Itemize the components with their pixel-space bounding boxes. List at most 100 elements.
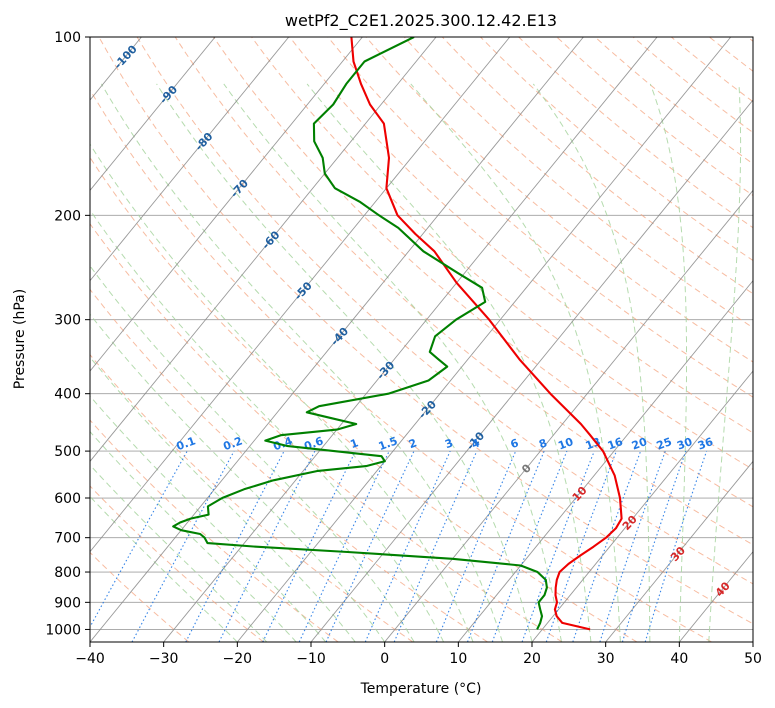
isotherm-line (90, 37, 511, 553)
x-tick-label: −20 (223, 651, 253, 667)
mixing-ratio-label: 30 (675, 435, 694, 453)
moist-adiabat (90, 430, 297, 642)
mixing-ratio-label: 13 (584, 435, 603, 452)
mixing-ratio-label: 16 (606, 435, 625, 453)
dry-adiabat (212, 37, 753, 508)
plot-frame (89, 36, 754, 643)
mixing-ratio-line (621, 450, 687, 642)
isotherm-label: 20 (620, 513, 640, 533)
isotherm-line (0, 37, 68, 642)
isotherm-line (457, 279, 753, 642)
isotherm-line (90, 37, 363, 372)
dry-adiabat (90, 88, 712, 642)
dry-adiabat (709, 37, 753, 72)
x-tick-label: 50 (744, 651, 762, 667)
isotherm-line (90, 37, 290, 282)
y-tick-label: 300 (54, 313, 81, 329)
isotherm-label: -100 (112, 42, 141, 71)
isotherm-line (531, 370, 753, 642)
dry-adiabat (556, 37, 753, 197)
mixing-ratio-line (435, 450, 517, 642)
isotherm-label: 30 (668, 544, 688, 564)
mixing-ratio-label: 0.1 (175, 434, 198, 453)
y-tick-label: 400 (54, 387, 81, 403)
x-tick-label: −30 (149, 651, 179, 667)
isotherm-line (384, 189, 753, 642)
mixing-ratio-labels: 0.1 0.2 0.4 0.6 1 1.5 2 3 4 6 8 10 13 16 20 25 30 36 (175, 434, 715, 453)
isotherm-label: -20 (416, 398, 439, 422)
isotherm-label: -70 (228, 177, 251, 201)
mixing-ratio-line (131, 450, 235, 642)
mixing-ratio-line (521, 450, 595, 642)
dry-adiabat (518, 37, 753, 229)
mixing-ratio-line (325, 450, 415, 642)
mixing-ratio-line (572, 450, 642, 642)
mixing-ratio-line (364, 450, 451, 642)
moist-adiabat (90, 464, 268, 642)
temperature-line (350, 37, 623, 631)
dry-adiabat (90, 485, 264, 642)
moist-adiabat (306, 83, 592, 642)
isotherm-label: -90 (157, 83, 180, 107)
x-tick-label: −10 (296, 651, 326, 667)
dry-adiabat (174, 37, 753, 546)
mixing-ratio-label: 20 (630, 435, 649, 453)
isotherm-label: 10 (570, 484, 590, 504)
profile-lines (172, 37, 623, 631)
moist-adiabat (532, 83, 651, 642)
moist-adiabat (156, 83, 533, 642)
mixing-ratio-label: 0.2 (221, 434, 244, 453)
x-tick-label: 20 (523, 651, 541, 667)
isotherm-line (310, 99, 753, 642)
dry-adiabat (365, 37, 753, 363)
y-tick-label: 1000 (45, 622, 81, 638)
isotherm-label: 40 (713, 579, 733, 599)
mixing-ratio-label: 2 (407, 436, 419, 451)
x-tick-label: 10 (449, 651, 467, 667)
isotherm-line (678, 550, 753, 642)
mixing-ratio-line (599, 450, 666, 642)
y-tick-label: 600 (54, 491, 81, 507)
isotherm-label: -60 (259, 228, 282, 252)
y-tick-label: 800 (54, 565, 81, 581)
dry-adiabat (90, 156, 638, 642)
mixing-ratio-line (545, 450, 617, 642)
isotherm-line (90, 37, 437, 463)
moist-adiabat (90, 495, 238, 642)
isotherm-label: -80 (193, 130, 216, 154)
mixing-ratio-label: 1.5 (377, 434, 400, 453)
dry-adiabat (90, 551, 190, 642)
dry-adiabat (747, 37, 753, 42)
mixing-ratio-label: 10 (556, 435, 575, 453)
y-axis-label: Pressure (hPa) (12, 289, 28, 389)
dry-adiabat (327, 37, 753, 398)
x-tick-label: −40 (75, 651, 105, 667)
y-tick-label: 900 (54, 595, 81, 611)
x-axis-ticks: −40 −30 −20 −10 0 10 20 30 40 50 (75, 642, 762, 667)
mixing-ratio-label: 1 (348, 436, 360, 451)
mixing-ratio-line (90, 450, 188, 629)
y-axis-ticks: 100 200 300 400 500 600 700 800 900 1000 (45, 30, 90, 638)
isotherm-line (236, 37, 732, 642)
mixing-ratio-label: 3 (443, 436, 455, 451)
mixing-ratio-label: 36 (696, 435, 715, 453)
x-tick-label: 30 (597, 651, 615, 667)
background-lines (0, 37, 753, 642)
mixing-ratio-line (644, 450, 708, 642)
isotherm-line (605, 460, 753, 642)
dry-adiabat (441, 37, 753, 295)
isotherm-line (163, 37, 658, 642)
dry-adiabat (90, 419, 339, 642)
dry-adiabat (251, 37, 753, 471)
dry-adiabat (632, 37, 753, 134)
y-tick-label: 100 (54, 30, 81, 46)
dry-adiabat (403, 37, 753, 329)
dry-adiabat (136, 37, 753, 585)
mixing-ratio-line (466, 450, 545, 642)
moist-adiabat (708, 83, 742, 642)
dry-adiabat (98, 37, 753, 625)
moist-adiabat (90, 313, 386, 642)
moist-adiabat (90, 356, 356, 642)
isotherm-label: -30 (374, 359, 397, 383)
